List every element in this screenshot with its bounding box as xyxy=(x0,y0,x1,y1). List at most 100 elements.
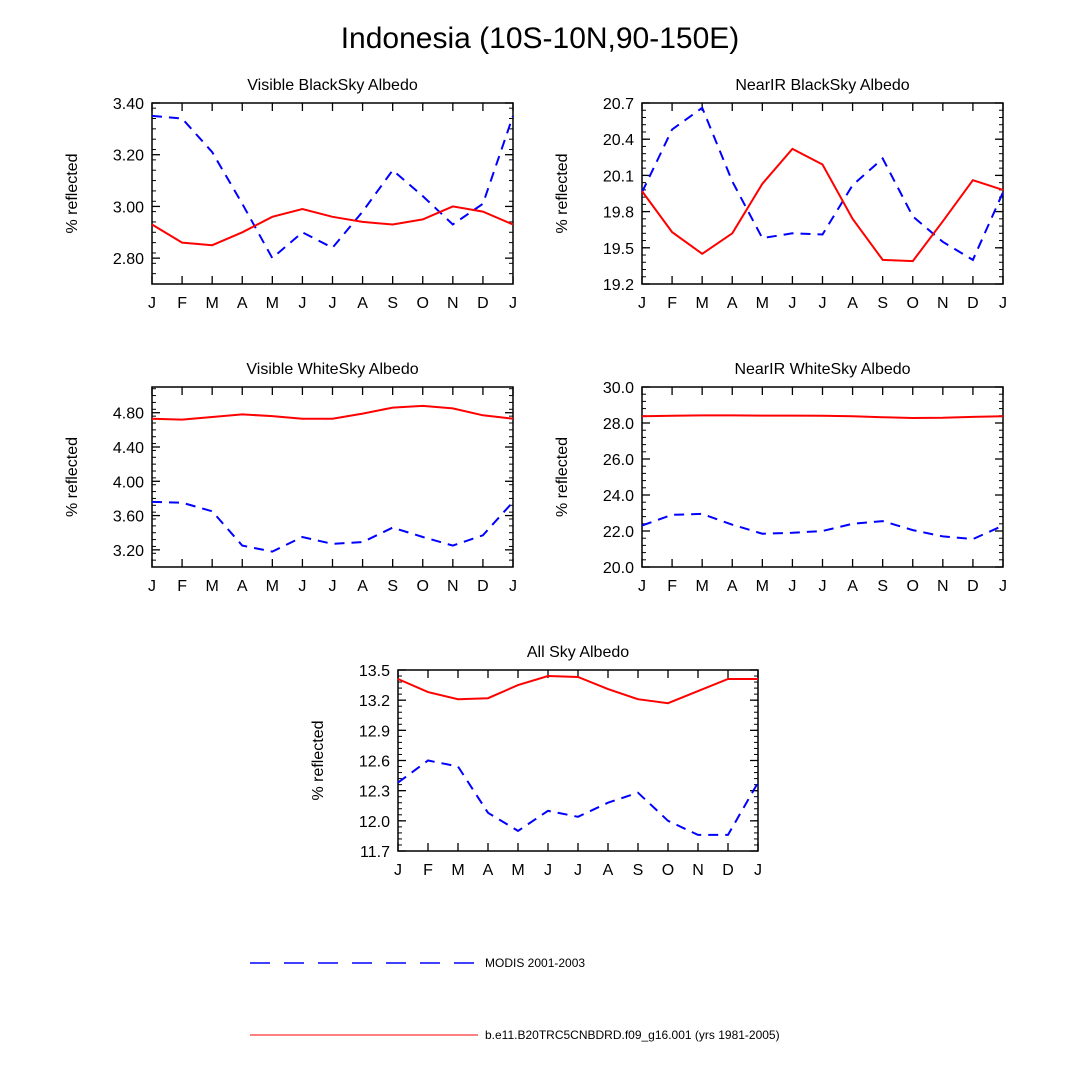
y-axis-label: % reflected xyxy=(554,153,571,233)
x-tick-label: S xyxy=(387,295,398,312)
y-tick-label: 3.20 xyxy=(113,543,144,560)
x-tick-label: A xyxy=(727,295,738,312)
x-tick-label: A xyxy=(847,578,858,595)
x-tick-label: J xyxy=(819,578,827,595)
x-tick-label: N xyxy=(447,578,459,595)
x-tick-label: A xyxy=(727,578,738,595)
x-tick-label: M xyxy=(696,578,709,595)
x-tick-label: A xyxy=(357,578,368,595)
y-tick-label: 2.80 xyxy=(113,251,144,268)
plot-frame xyxy=(151,386,514,568)
y-axis-label: % reflected xyxy=(64,437,81,517)
y-tick-label: 26.0 xyxy=(603,452,634,469)
x-tick-label: M xyxy=(696,295,709,312)
legend-label: MODIS 2001-2003 xyxy=(485,956,585,970)
series-line-modis xyxy=(151,500,514,553)
x-tick-label: O xyxy=(907,295,919,312)
x-tick-label: F xyxy=(667,578,677,595)
x-tick-label: M xyxy=(451,862,464,879)
series-line-model xyxy=(397,674,758,705)
x-tick-label: J xyxy=(394,862,402,879)
x-tick-label: S xyxy=(633,862,644,879)
x-tick-label: J xyxy=(329,295,337,312)
y-tick-label: 12.9 xyxy=(359,723,390,740)
x-tick-label: S xyxy=(877,578,888,595)
y-tick-label: 3.00 xyxy=(113,199,144,216)
y-tick-label: 4.80 xyxy=(113,406,144,423)
series-line-model xyxy=(151,205,514,247)
legend-label: b.e11.B20TRC5CNBDRD.f09_g16.001 (yrs 198… xyxy=(485,1028,780,1042)
plot-frame xyxy=(641,102,1004,285)
x-tick-label: A xyxy=(237,578,248,595)
y-tick-label: 19.2 xyxy=(603,277,634,294)
x-tick-label: J xyxy=(788,578,796,595)
y-tick-label: 12.3 xyxy=(359,784,390,801)
y-tick-label: 13.5 xyxy=(359,663,390,680)
x-tick-label: F xyxy=(177,295,187,312)
x-tick-label: O xyxy=(417,295,429,312)
series-line-modis xyxy=(151,114,514,260)
x-tick-label: O xyxy=(907,578,919,595)
y-tick-label: 20.7 xyxy=(603,96,634,113)
series-line-modis xyxy=(397,759,759,836)
y-tick-label: 22.0 xyxy=(603,524,634,541)
x-tick-label: S xyxy=(387,578,398,595)
x-tick-label: J xyxy=(754,862,762,879)
x-tick-label: J xyxy=(148,295,156,312)
y-tick-label: 30.0 xyxy=(603,380,634,397)
chart-panel-2: NearIR BlackSky Albedo % reflected J F M A M J J… xyxy=(554,77,1007,312)
x-tick-label: J xyxy=(999,295,1007,312)
y-axis-label: % reflected xyxy=(64,153,81,233)
x-tick-label: D xyxy=(967,578,979,595)
x-tick-label: J xyxy=(509,578,517,595)
y-axis-label: % reflected xyxy=(310,720,327,800)
x-tick-label: J xyxy=(544,862,552,879)
y-tick-label: 3.40 xyxy=(113,96,144,113)
y-tick-label: 12.0 xyxy=(359,814,390,831)
x-tick-label: A xyxy=(357,295,368,312)
y-tick-label: 12.6 xyxy=(359,754,390,771)
legend-entry-2: b.e11.B20TRC5CNBDRD.f09_g16.001 (yrs 198… xyxy=(250,1028,780,1042)
x-tick-label: F xyxy=(423,862,433,879)
x-tick-label: M xyxy=(206,295,219,312)
series-line-modis xyxy=(641,106,1004,262)
x-tick-label: J xyxy=(298,578,306,595)
x-tick-label: J xyxy=(638,295,646,312)
x-tick-label: N xyxy=(692,862,704,879)
series-line-modis xyxy=(641,512,1004,541)
chart-panel-1: Visible BlackSky Albedo % reflected J F M A M J… xyxy=(64,77,517,312)
series-line-model xyxy=(641,414,1004,420)
y-tick-label: 19.5 xyxy=(603,241,634,258)
x-tick-label: O xyxy=(662,862,674,879)
x-tick-label: M xyxy=(756,295,769,312)
chart-title: All Sky Albedo xyxy=(527,644,629,661)
x-tick-label: J xyxy=(148,578,156,595)
y-tick-label: 4.00 xyxy=(113,474,144,491)
x-tick-label: D xyxy=(722,862,734,879)
x-tick-label: D xyxy=(477,295,489,312)
x-tick-label: A xyxy=(847,295,858,312)
x-tick-label: M xyxy=(511,862,524,879)
x-tick-label: M xyxy=(756,578,769,595)
y-tick-label: 19.8 xyxy=(603,205,634,222)
y-tick-label: 24.0 xyxy=(603,488,634,505)
x-tick-label: J xyxy=(999,578,1007,595)
chart-panel-3: Visible WhiteSky Albedo % reflected J F M A M J… xyxy=(64,361,517,595)
chart-title: NearIR BlackSky Albedo xyxy=(735,77,909,94)
x-tick-label: A xyxy=(483,862,494,879)
y-tick-label: 28.0 xyxy=(603,416,634,433)
x-tick-label: A xyxy=(237,295,248,312)
y-tick-label: 3.20 xyxy=(113,148,144,165)
y-tick-label: 13.2 xyxy=(359,693,390,710)
y-tick-label: 3.60 xyxy=(113,509,144,526)
x-tick-label: O xyxy=(417,578,429,595)
x-tick-label: S xyxy=(877,295,888,312)
y-axis-label: % reflected xyxy=(554,437,571,517)
x-tick-label: D xyxy=(477,578,489,595)
chart-title: Visible WhiteSky Albedo xyxy=(246,361,418,378)
x-tick-label: D xyxy=(967,295,979,312)
page-title: Indonesia (10S-10N,90-150E) xyxy=(340,22,740,55)
y-tick-label: 20.1 xyxy=(603,168,634,185)
